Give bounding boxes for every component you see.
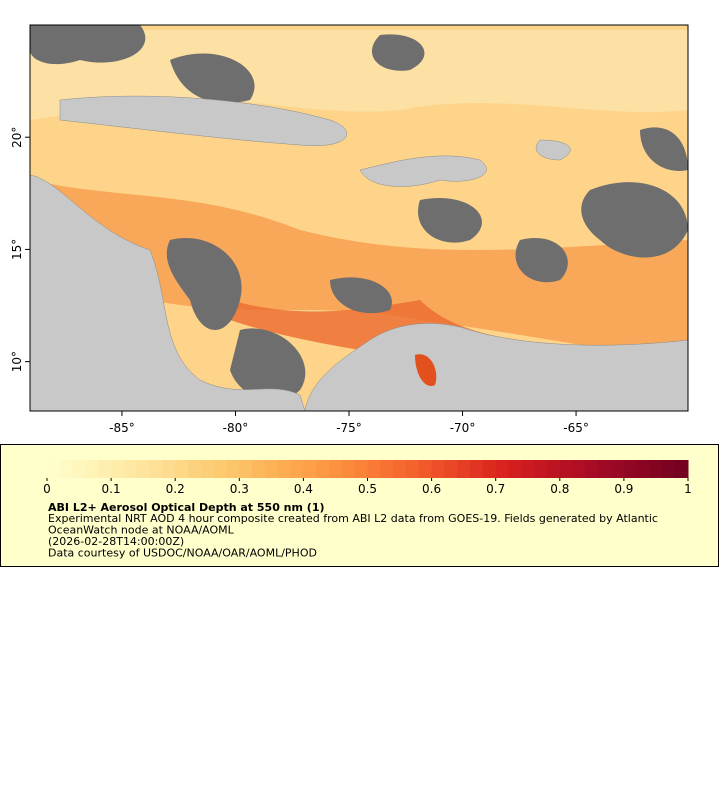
colorbar-step xyxy=(431,460,445,478)
legend-line: OceanWatch node at NOAA/AOML xyxy=(48,524,235,537)
lake-aod xyxy=(415,354,437,386)
colorbar-step xyxy=(534,460,548,478)
colorbar-step xyxy=(585,460,599,478)
aod-high-band xyxy=(30,180,688,360)
colorbar-step xyxy=(72,460,86,478)
colorbar-tick-label: 0.1 xyxy=(102,482,121,496)
x-tick-label: -75° xyxy=(336,421,362,435)
colorbar-step xyxy=(277,460,292,478)
colorbar-step xyxy=(405,460,420,478)
map-frame xyxy=(29,24,689,412)
colorbar-step xyxy=(418,460,433,478)
colorbar-tick-label: 0.8 xyxy=(550,482,569,496)
colorbar-tick-label: 1 xyxy=(684,482,692,496)
colorbar-tick-label: 0.6 xyxy=(422,482,441,496)
colorbar-step xyxy=(623,460,638,478)
colorbar-step xyxy=(521,460,535,478)
colorbar-step xyxy=(675,460,689,478)
colorbar-step xyxy=(162,460,176,478)
colorbar-step xyxy=(316,460,330,478)
colorbar-step xyxy=(572,460,586,478)
legend-line: Experimental NRT AOD 4 hour composite cr… xyxy=(48,512,658,525)
colorbar-step xyxy=(213,460,227,478)
legend-text: Experimental NRT AOD 4 hour composite cr… xyxy=(48,512,658,560)
colorbar-step xyxy=(47,460,61,478)
x-tick-label: -65° xyxy=(563,421,589,435)
colorbar-step xyxy=(111,460,125,478)
y-tick-label: 15° xyxy=(10,239,24,260)
colorbar-step xyxy=(175,460,189,478)
legend-line: Data courtesy of USDOC/NOAA/OAR/AOML/PHO… xyxy=(48,547,317,560)
colorbar-step xyxy=(457,460,471,478)
colorbar-tick-label: 0.7 xyxy=(486,482,505,496)
colorbar-step xyxy=(303,460,317,478)
colorbar-step xyxy=(85,460,99,478)
colorbar-step xyxy=(380,460,394,478)
colorbar-step xyxy=(98,460,112,478)
x-tick-label: -85° xyxy=(109,421,135,435)
colorbar-step xyxy=(290,460,304,478)
colorbar-step xyxy=(393,460,407,478)
legend-line: (2026-02-28T14:00:00Z) xyxy=(48,535,184,548)
colorbar-step xyxy=(341,460,356,478)
colorbar-step xyxy=(546,460,561,478)
land xyxy=(30,95,688,411)
colorbar-step xyxy=(264,460,279,478)
colorbar-step xyxy=(136,460,151,478)
colorbar-step xyxy=(367,460,381,478)
colorbar-tick-label: 0.3 xyxy=(230,482,249,496)
colorbar-step xyxy=(649,460,663,478)
legend-title: ABI L2+ Aerosol Optical Depth at 550 nm … xyxy=(48,501,325,514)
x-tick-label: -70° xyxy=(450,421,476,435)
colorbar-step xyxy=(636,460,651,478)
colorbar-step xyxy=(495,460,510,478)
y-tick-label: 20° xyxy=(10,127,24,148)
colorbar-step xyxy=(611,460,625,478)
colorbar-step xyxy=(226,460,240,478)
colorbar-tick-label: 0 xyxy=(43,482,51,496)
colorbar-step xyxy=(508,460,522,478)
colorbar-tick-label: 0.4 xyxy=(294,482,313,496)
colorbar-step xyxy=(149,460,163,478)
axes: -85° -80° -75° -70° -65° 10° 15° 20° xyxy=(10,127,589,435)
colorbar-step xyxy=(662,460,676,478)
aod-low-band xyxy=(30,30,688,120)
colorbar-tick-label: 0.5 xyxy=(358,482,377,496)
colorbar-step xyxy=(598,460,612,478)
map-image xyxy=(30,25,688,411)
y-tick-label: 10° xyxy=(10,351,24,372)
colorbar-step xyxy=(559,460,574,478)
colorbar: 0 0.1 0.2 0.3 0.4 0.5 0.6 0.7 0.8 0.9 1 xyxy=(43,460,692,496)
colorbar-step xyxy=(354,460,368,478)
colorbar-step xyxy=(482,460,497,478)
colorbar-step xyxy=(200,460,215,478)
colorbar-step xyxy=(470,460,484,478)
colorbar-tick-label: 0.2 xyxy=(166,482,185,496)
x-tick-label: -80° xyxy=(223,421,249,435)
colorbar-step xyxy=(252,460,266,478)
colorbar-step xyxy=(329,460,343,478)
colorbar-step xyxy=(123,460,138,478)
colorbar-step xyxy=(239,460,253,478)
colorbar-step xyxy=(59,460,74,478)
colorbar-step xyxy=(444,460,458,478)
clouds xyxy=(30,25,688,401)
colorbar-step xyxy=(188,460,202,478)
colorbar-tick-label: 0.9 xyxy=(614,482,633,496)
